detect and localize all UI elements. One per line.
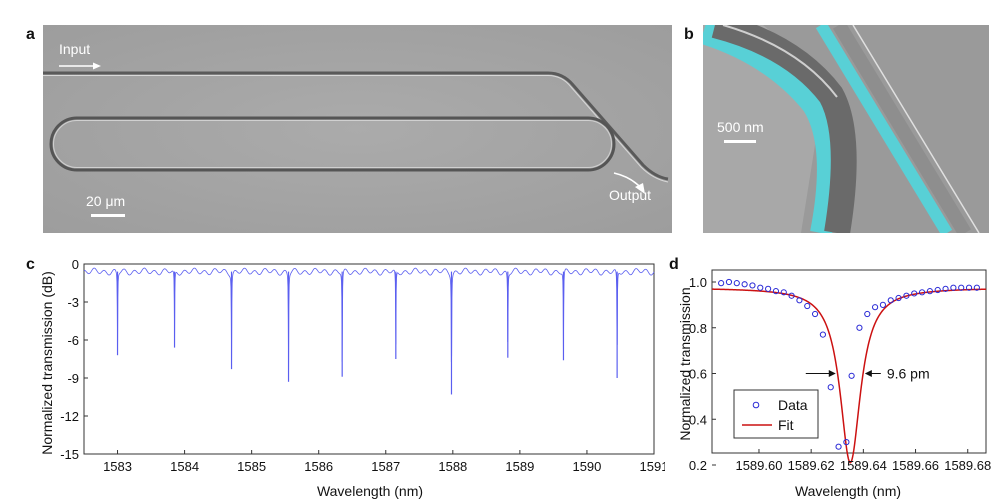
data-point	[718, 280, 725, 287]
x-tick-label-c-5: 1588	[438, 459, 467, 474]
data-point	[942, 285, 949, 292]
fwhm-arrowhead-right	[864, 370, 872, 377]
data-point	[895, 294, 902, 302]
data-point	[950, 284, 957, 291]
data-point	[765, 285, 772, 292]
sem-image-coupling-region: 500 nm	[703, 25, 989, 233]
sem-image-racetrack: Input Output 20 μm	[43, 25, 672, 233]
data-point	[796, 297, 803, 304]
legend-data-marker	[752, 401, 760, 409]
y-tick-label-c-4: -12	[60, 409, 79, 424]
data-point	[864, 310, 871, 318]
data-point	[879, 301, 887, 308]
data-point	[848, 372, 855, 379]
chart-c-xlabel: Wavelength (nm)	[317, 483, 423, 499]
output-label: Output	[609, 187, 652, 203]
data-point	[887, 297, 894, 304]
data-point	[733, 280, 740, 287]
data-point	[725, 278, 733, 286]
legend-data-label: Data	[778, 397, 808, 413]
x-tick-label-c-2: 1585	[237, 459, 266, 474]
y-tick-label-c-5: -15	[60, 447, 79, 462]
x-tick-label-d-1: 1589.62	[788, 458, 835, 473]
y-tick-label-d-1: 0.4	[689, 412, 707, 427]
x-tick-label-c-4: 1587	[371, 459, 400, 474]
x-tick-label-c-6: 1589	[505, 459, 534, 474]
x-tick-label-c-7: 1590	[572, 459, 601, 474]
data-point	[934, 286, 941, 294]
y-tick-label-c-0: 0	[72, 257, 79, 272]
y-tick-label-d-2: 0.6	[689, 367, 707, 382]
y-tick-label-d-4: 1.0	[689, 275, 707, 290]
data-point	[856, 324, 863, 331]
y-tick-label-d-0: 0.2	[689, 458, 707, 473]
y-tick-label-c-1: -3	[67, 295, 79, 310]
x-tick-label-c-8: 1591	[640, 459, 665, 474]
chart-c-frame	[83, 263, 655, 455]
data-point	[918, 289, 926, 296]
data-point	[741, 281, 748, 288]
y-tick-label-c-3: -9	[67, 371, 79, 386]
chart-c-ylabel: Normalized transmission (dB)	[39, 271, 55, 455]
panel-letter-c: c	[26, 256, 35, 273]
data-point	[965, 284, 973, 291]
fwhm-arrowhead-left	[828, 370, 836, 377]
input-label: Input	[59, 41, 91, 57]
data-point	[780, 289, 787, 296]
data-point	[871, 304, 879, 311]
data-point	[827, 384, 834, 391]
scale-bar-a	[91, 214, 125, 217]
spectrum-trace	[83, 267, 655, 381]
data-point	[819, 331, 827, 338]
chart-d-ylabel: Normalized transmission	[677, 287, 693, 440]
data-point	[926, 288, 933, 295]
data-point	[903, 292, 910, 299]
x-tick-label-c-3: 1586	[304, 459, 333, 474]
x-tick-label-d-4: 1589.68	[944, 458, 991, 473]
chart-d-frame	[711, 269, 987, 454]
data-point	[788, 292, 795, 299]
y-tick-label-c-2: -6	[67, 333, 79, 348]
transmission-spectrum-chart: Normalized transmission (dB) Wavelength …	[39, 257, 665, 499]
resonance-fit-chart: Normalized transmission Wavelength (nm) …	[677, 269, 991, 499]
panel-letter-b: b	[684, 26, 694, 43]
x-tick-label-d-0: 1589.60	[735, 458, 782, 473]
legend-box	[733, 389, 819, 439]
scale-label-b: 500 nm	[717, 119, 764, 135]
x-tick-label-d-3: 1589.66	[892, 458, 939, 473]
legend-fit-label: Fit	[778, 417, 794, 433]
data-point	[749, 282, 756, 289]
data-point	[973, 284, 980, 291]
data-point	[958, 284, 965, 291]
data-point	[911, 290, 918, 297]
panel-letter-a: a	[26, 26, 35, 43]
data-point	[811, 310, 819, 318]
data-point	[835, 443, 842, 450]
data-point	[757, 284, 764, 291]
data-point	[843, 439, 850, 446]
x-tick-label-c-1: 1584	[170, 459, 199, 474]
x-tick-label-d-2: 1589.64	[840, 458, 887, 473]
x-tick-label-c-0: 1583	[103, 459, 132, 474]
y-tick-label-d-3: 0.8	[689, 321, 707, 336]
scale-bar-b	[724, 140, 756, 143]
scale-label-a: 20 μm	[86, 193, 126, 209]
panel-letter-d: d	[669, 256, 679, 273]
data-point	[772, 288, 780, 295]
fwhm-annotation-label: 9.6 pm	[887, 366, 930, 382]
data-point	[804, 302, 811, 310]
chart-d-xlabel: Wavelength (nm)	[795, 483, 901, 499]
